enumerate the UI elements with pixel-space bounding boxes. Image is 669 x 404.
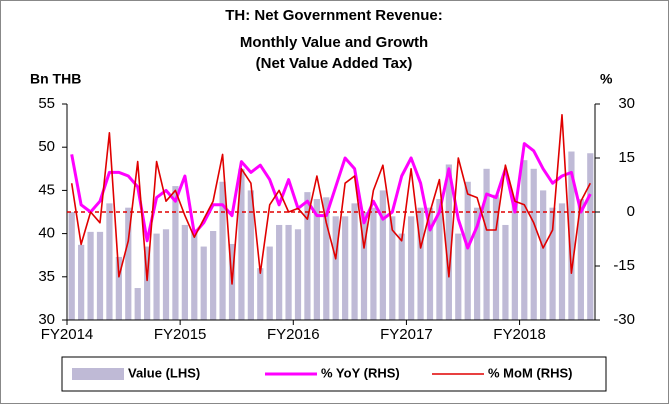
bar [445, 164, 452, 320]
x-tick-label: FY2015 [154, 326, 207, 343]
y2-tick-label: 30 [618, 95, 635, 112]
bar [210, 231, 217, 320]
x-tick-label: FY2014 [41, 326, 94, 343]
bar [294, 229, 302, 320]
bar [115, 256, 122, 320]
bar [153, 233, 160, 320]
bar [379, 190, 386, 320]
bar [483, 168, 490, 320]
bar [549, 207, 556, 320]
bar [464, 181, 471, 320]
bar [144, 246, 151, 320]
bar [200, 246, 207, 320]
x-tick-label: FY2017 [380, 326, 433, 343]
bar [78, 244, 85, 320]
bar [568, 151, 575, 320]
bar [257, 268, 264, 320]
bar [389, 216, 396, 320]
bar [558, 203, 566, 320]
bar [313, 199, 320, 320]
bar [276, 224, 283, 320]
legend-swatch [72, 368, 124, 380]
legend-label: % MoM (RHS) [488, 365, 573, 380]
bar [426, 207, 434, 320]
bar [191, 229, 198, 320]
bar [408, 216, 415, 320]
y-tick-label: 55 [38, 95, 55, 112]
y-tick-label: 35 [38, 268, 55, 285]
bar [238, 168, 245, 320]
x-tick-label: FY2016 [267, 326, 320, 343]
bar [370, 207, 377, 320]
y2-tick-label: -30 [613, 311, 635, 328]
bar [162, 229, 170, 320]
y2-tick-label: 15 [618, 149, 635, 166]
bar [332, 216, 339, 320]
bar [219, 181, 226, 320]
y2-tick-label: -15 [613, 257, 635, 274]
y2-tick-label: 0 [627, 203, 635, 220]
bar [455, 233, 462, 320]
line-series [70, 114, 592, 285]
legend-label: % YoY (RHS) [321, 365, 400, 380]
y2-axis-label: % [600, 71, 613, 87]
bar [96, 231, 104, 320]
bar [304, 192, 311, 320]
bar [181, 224, 188, 320]
bar [360, 212, 368, 320]
y-axis-label: Bn THB [30, 71, 81, 87]
bar [106, 203, 113, 320]
bar [134, 288, 141, 320]
bar [323, 197, 330, 320]
bar [511, 199, 518, 320]
bar [247, 190, 254, 320]
y-tick-label: 50 [38, 138, 55, 155]
bar [577, 199, 584, 320]
chart-title: Monthly Value and Growth [240, 34, 428, 51]
bar [417, 207, 424, 320]
y-tick-label: 45 [38, 181, 55, 198]
bar [398, 233, 405, 320]
bar [521, 160, 528, 320]
bar [125, 207, 132, 320]
bar [285, 224, 292, 320]
bar [68, 212, 75, 320]
bar [436, 199, 443, 320]
bar [502, 224, 509, 320]
y-tick-label: 40 [38, 225, 55, 242]
legend-box [61, 356, 607, 392]
bar [540, 190, 547, 320]
chart-title: (Net Value Added Tax) [256, 55, 413, 72]
y-tick-label: 30 [38, 311, 55, 328]
bar [351, 203, 358, 320]
bar [172, 186, 179, 320]
legend-label: Value (LHS) [128, 365, 200, 380]
bar [530, 168, 537, 320]
chart-title: TH: Net Government Revenue: [225, 7, 443, 24]
bar [587, 153, 594, 320]
bar [266, 246, 273, 320]
bar [474, 207, 481, 320]
bar [342, 216, 349, 320]
x-tick-label: FY2018 [493, 326, 546, 343]
bar [87, 231, 94, 320]
bar [492, 194, 500, 320]
